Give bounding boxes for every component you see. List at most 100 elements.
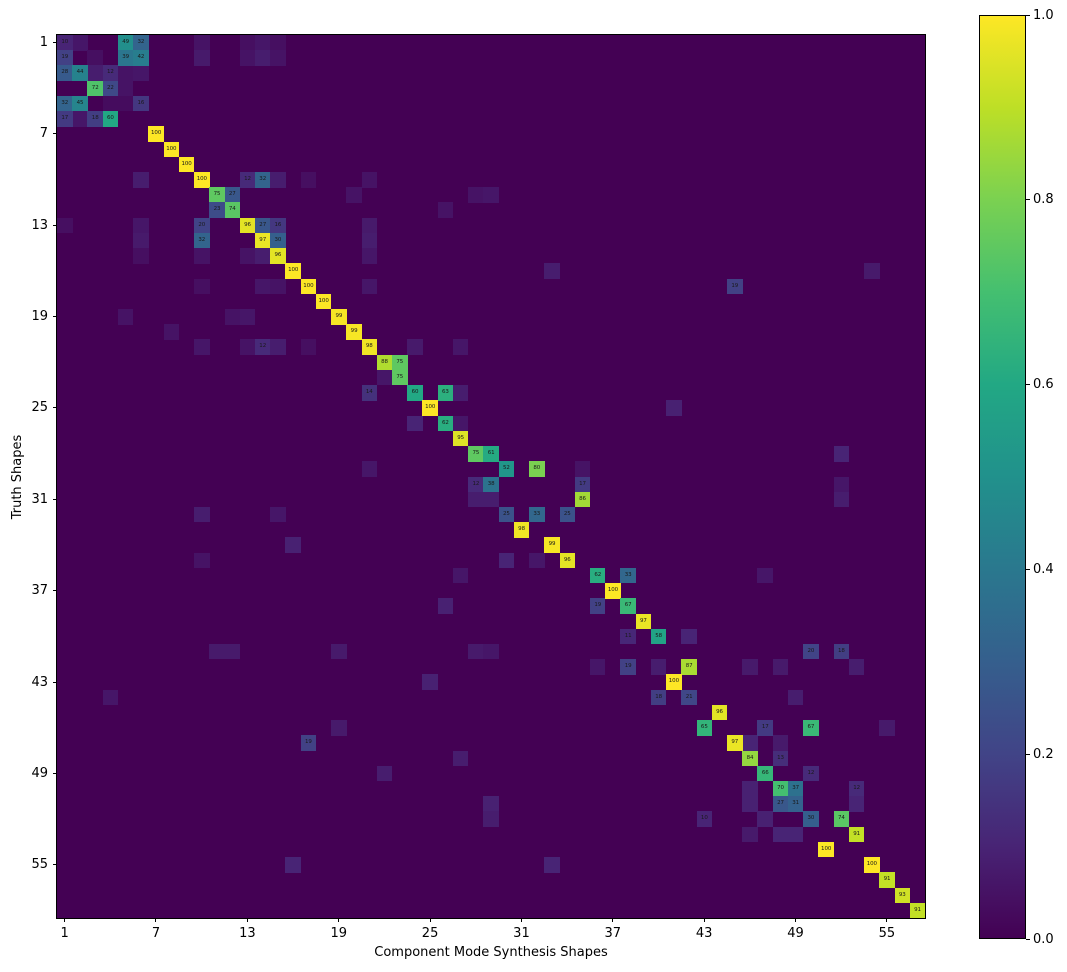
heatmap-cell: 16 <box>270 217 286 234</box>
colorbar-tick-label: 1.0 <box>1033 7 1054 23</box>
cell-value-label: 97 <box>640 617 647 624</box>
x-tick-mark <box>612 918 614 922</box>
colorbar-tick-label: 0.2 <box>1033 746 1054 762</box>
heatmap-cell <box>544 263 560 279</box>
heatmap-cell: 62 <box>437 415 454 432</box>
cell-value-label: 27 <box>228 191 236 198</box>
heatmap-cell <box>452 339 469 355</box>
heatmap-cell <box>787 826 804 843</box>
cell-value-label: 100 <box>196 176 207 183</box>
heatmap-cell <box>848 796 865 812</box>
y-tick-mark <box>53 681 57 683</box>
heatmap-cell <box>468 187 484 203</box>
heatmap-cell: 74 <box>833 811 850 827</box>
heatmap-cell <box>270 172 286 188</box>
heatmap-cell: 16 <box>133 95 149 112</box>
heatmap-cell: 100 <box>818 841 834 858</box>
heatmap-cell <box>452 415 469 432</box>
cell-value-label: 16 <box>274 221 282 228</box>
heatmap-cell <box>833 446 850 462</box>
cell-value-label: 84 <box>746 754 754 761</box>
heatmap-cell <box>331 643 347 660</box>
cell-value-label: 65 <box>700 724 708 731</box>
colorbar <box>979 15 1026 939</box>
cell-value-label: 37 <box>792 784 800 791</box>
heatmap-cell: 39 <box>117 50 134 66</box>
heatmap-cell <box>452 385 469 401</box>
heatmap-cell <box>102 689 119 706</box>
heatmap-cell <box>544 857 560 873</box>
heatmap-cell: 21 <box>681 689 697 706</box>
heatmap-cell <box>254 50 271 66</box>
heatmap-cell: 22 <box>102 80 119 97</box>
heatmap-cell <box>300 339 317 355</box>
heatmap-cell: 45 <box>72 95 88 112</box>
cell-value-label: 97 <box>731 739 739 746</box>
heatmap-cell: 98 <box>513 522 530 538</box>
y-tick-mark <box>53 224 57 226</box>
cell-value-label: 18 <box>655 693 663 700</box>
colorbar-tick-label: 0.4 <box>1033 561 1054 577</box>
heatmap-cell: 60 <box>102 111 119 127</box>
heatmap-cell: 60 <box>407 385 423 401</box>
cell-value-label: 19 <box>61 54 69 61</box>
cell-value-label: 72 <box>91 84 99 91</box>
heatmap-cell: 100 <box>300 278 317 295</box>
heatmap-cell <box>742 659 758 675</box>
cell-value-label: 12 <box>259 343 267 350</box>
heatmap-cell: 75 <box>468 446 484 462</box>
cell-value-label: 33 <box>533 510 541 517</box>
heatmap-cell <box>879 720 895 736</box>
heatmap-cell <box>422 674 438 690</box>
cell-value-label: 19 <box>304 739 312 746</box>
heatmap-cell: 10 <box>696 811 713 827</box>
heatmap-cell: 25 <box>498 506 515 523</box>
heatmap-cell: 12 <box>468 476 484 493</box>
cell-value-label: 100 <box>821 845 832 852</box>
cell-value-label: 28 <box>61 69 69 76</box>
cell-value-label: 100 <box>166 145 177 152</box>
heatmap-cell: 32 <box>57 95 73 112</box>
heatmap-cell: 99 <box>544 537 560 553</box>
cell-value-label: 23 <box>213 206 221 213</box>
heatmap-cell: 18 <box>87 111 103 127</box>
heatmap-cell: 88 <box>376 354 393 371</box>
cell-value-label: 19 <box>594 602 602 609</box>
cell-value-label: 12 <box>472 480 480 487</box>
heatmap-cell <box>772 659 789 675</box>
heatmap-cell <box>757 811 773 827</box>
heatmap-cell <box>742 826 758 843</box>
cell-value-label: 38 <box>487 480 495 487</box>
colorbar-tick-mark <box>1026 568 1030 570</box>
heatmap-cell <box>848 659 865 675</box>
heatmap-cell <box>498 552 515 569</box>
heatmap-cell: 12 <box>803 765 819 782</box>
heatmap-cell <box>529 552 545 569</box>
cell-value-label: 30 <box>807 815 815 822</box>
cell-value-label: 74 <box>837 815 845 822</box>
heatmap-cell <box>133 172 149 188</box>
heatmap-cell: 33 <box>620 567 636 584</box>
cell-value-label: 75 <box>396 358 404 365</box>
heatmap-cell <box>833 491 850 508</box>
cell-value-label: 12 <box>244 176 251 183</box>
heatmap-cell <box>452 750 469 767</box>
heatmap-cell <box>194 248 210 264</box>
cell-value-label: 14 <box>365 389 373 396</box>
cell-value-label: 62 <box>594 571 602 578</box>
heatmap-cell: 98 <box>361 339 378 355</box>
y-tick-label: 7 <box>39 126 48 142</box>
heatmap-cell: 32 <box>133 35 149 51</box>
cell-value-label: 27 <box>259 221 267 228</box>
heatmap-cell <box>117 309 134 325</box>
cell-value-label: 62 <box>442 419 449 426</box>
heatmap-cell: 100 <box>864 857 880 873</box>
heatmap-cell: 86 <box>574 491 591 508</box>
heatmap-cell <box>239 339 256 355</box>
x-tick-label: 43 <box>695 926 713 941</box>
cell-value-label: 100 <box>181 160 192 167</box>
x-tick-label: 19 <box>330 926 347 941</box>
heatmap-cell <box>757 567 773 584</box>
heatmap-cell <box>133 217 149 234</box>
cell-value-label: 17 <box>61 115 69 122</box>
